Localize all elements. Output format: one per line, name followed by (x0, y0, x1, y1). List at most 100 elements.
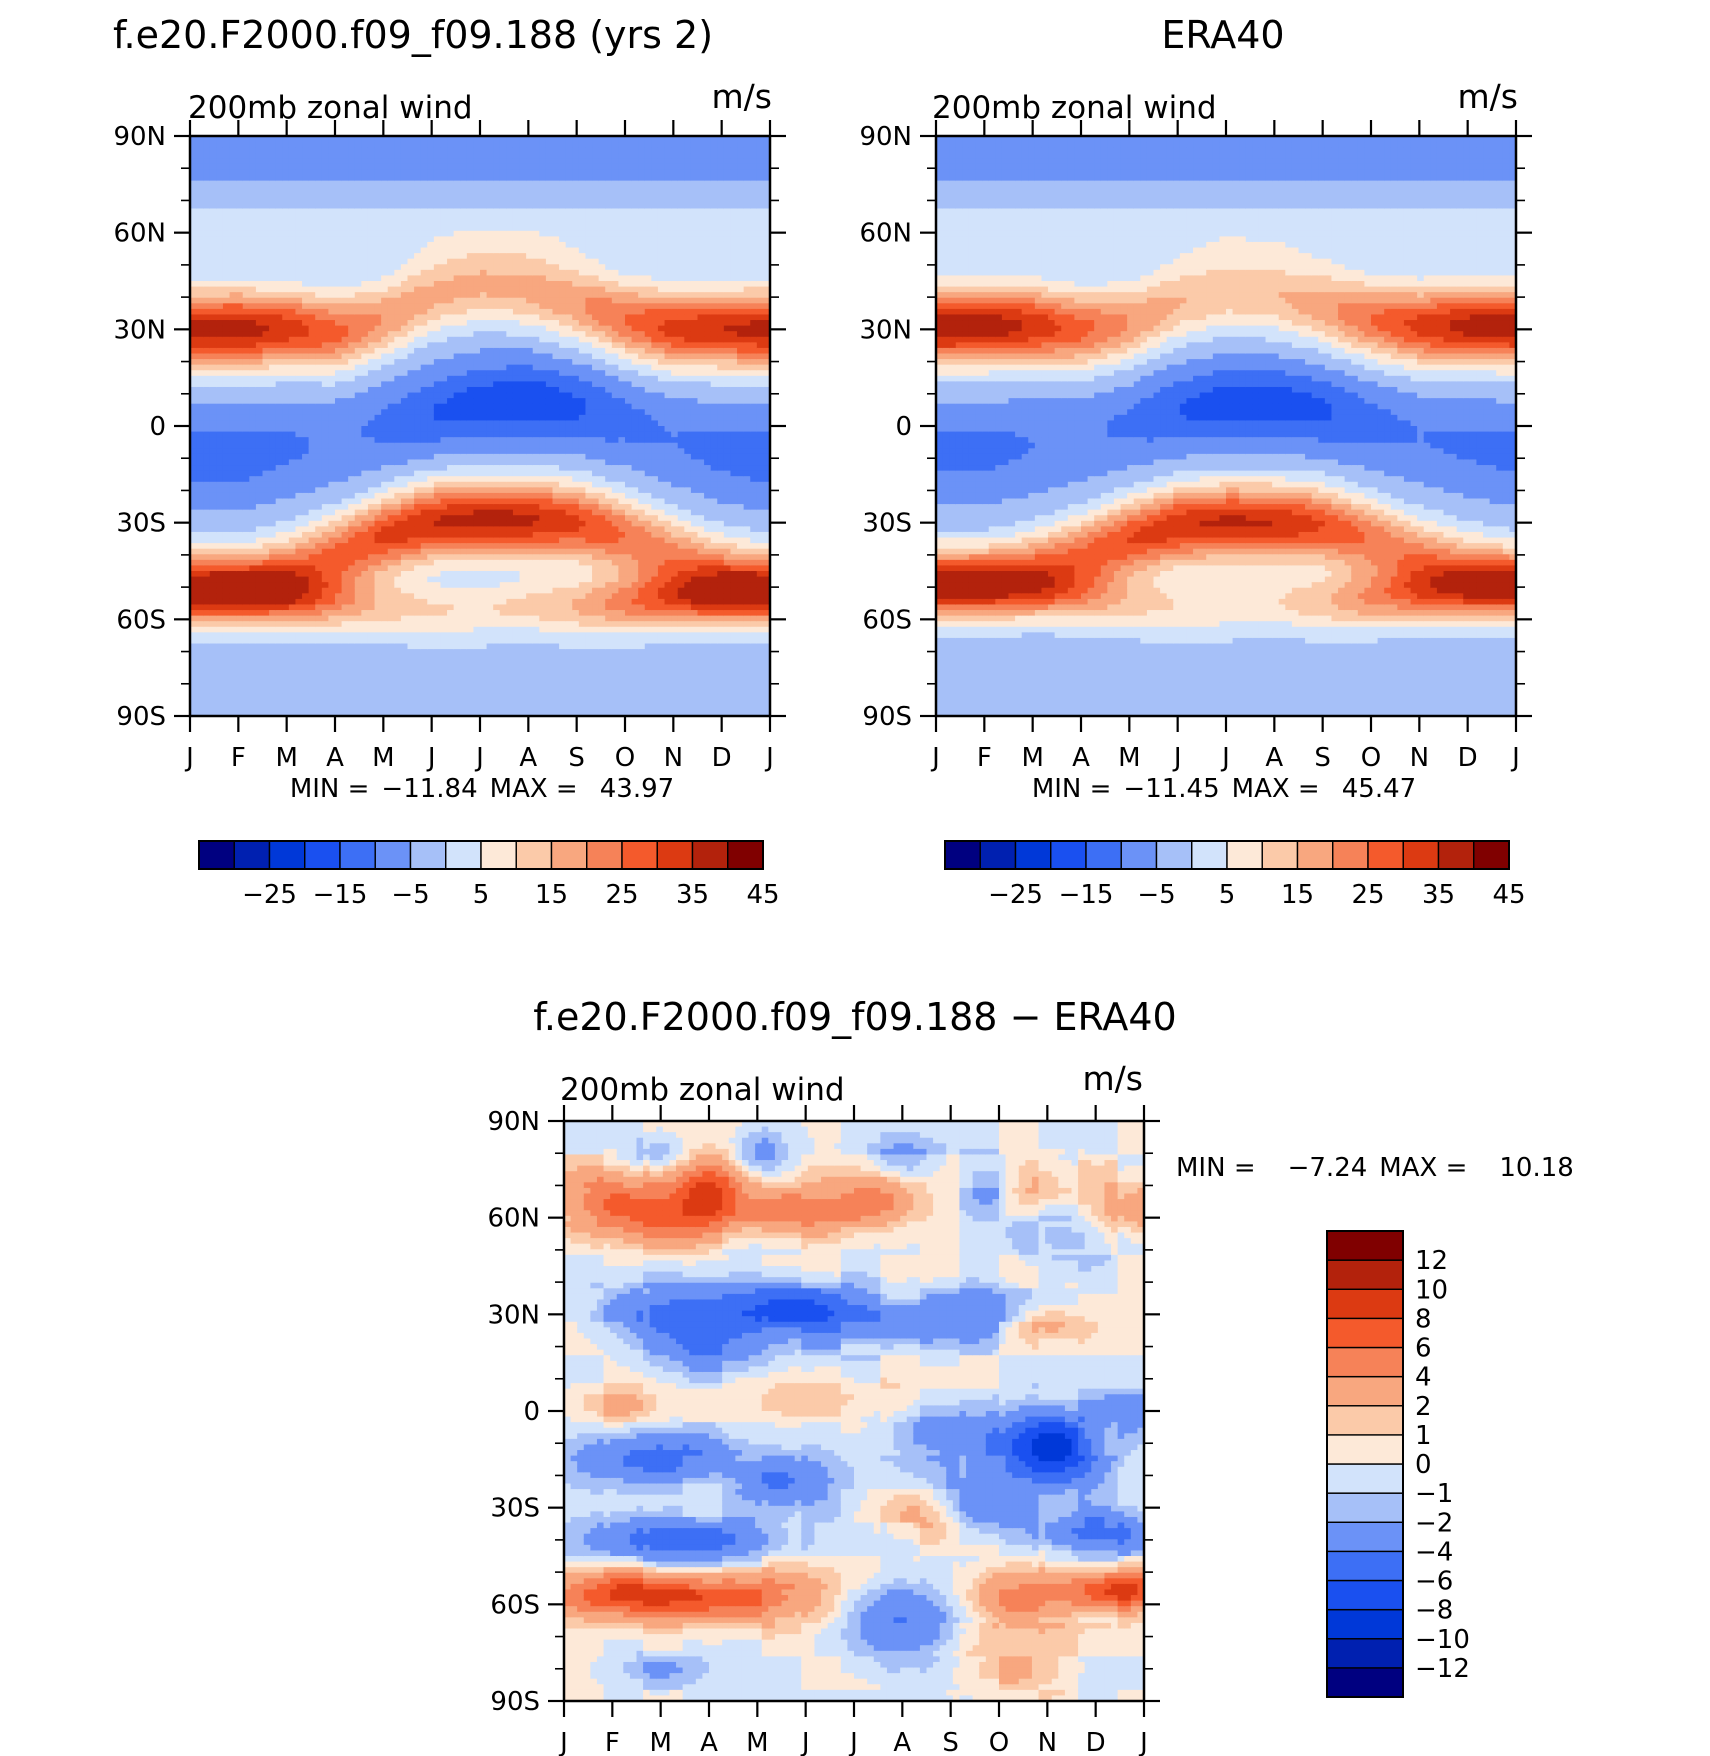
contour-cell (355, 677, 362, 683)
contour-cell (421, 242, 428, 248)
contour-cell (454, 287, 461, 293)
contour-cell (381, 588, 388, 594)
contour-cell (460, 387, 467, 393)
contour-cell (276, 342, 283, 348)
contour-cell (368, 538, 375, 544)
contour-cell (440, 560, 447, 566)
contour-cell (328, 510, 335, 516)
contour-cell (500, 381, 507, 387)
contour-cell (500, 365, 507, 371)
contour-cell (263, 599, 270, 605)
contour-cell (223, 292, 230, 298)
contour-cell (236, 164, 243, 170)
contour-cell (493, 275, 500, 281)
contour-cell (414, 699, 421, 705)
contour-cell (210, 437, 217, 443)
contour-cell (276, 565, 283, 571)
contour-cell (289, 287, 296, 293)
contour-cell (263, 660, 270, 666)
contour-cell (375, 248, 382, 254)
contour-cell (460, 342, 467, 348)
contour-cell (315, 236, 322, 242)
contour-cell (335, 298, 342, 304)
contour-cell (256, 314, 263, 320)
contour-cell (421, 270, 428, 276)
contour-cell (381, 203, 388, 209)
contour-cell (368, 275, 375, 281)
contour-cell (460, 142, 467, 148)
contour-cell (322, 510, 329, 516)
contour-cell (408, 370, 415, 376)
contour-cell (309, 248, 316, 254)
contour-cell (454, 275, 461, 281)
contour-cell (216, 677, 223, 683)
contour-cell (328, 499, 335, 505)
contour-cell (440, 655, 447, 661)
contour-cell (328, 354, 335, 360)
contour-cell (421, 526, 428, 532)
contour-cell (375, 616, 382, 622)
contour-cell (355, 309, 362, 315)
contour-cell (487, 649, 494, 655)
contour-cell (500, 694, 507, 700)
contour-cell (263, 203, 270, 209)
contour-cell (401, 231, 408, 237)
contour-cell (276, 588, 283, 594)
contour-cell (342, 314, 349, 320)
contour-cell (295, 158, 302, 164)
contour-cell (368, 298, 375, 304)
contour-cell (216, 660, 223, 666)
contour-cell (368, 398, 375, 404)
contour-cell (256, 471, 263, 477)
contour-cell (493, 604, 500, 610)
contour-cell (454, 671, 461, 677)
contour-cell (375, 186, 382, 192)
contour-cell (348, 644, 355, 650)
contour-cell (210, 192, 217, 198)
contour-cell (269, 320, 276, 326)
contour-cell (322, 164, 329, 170)
contour-cell (427, 499, 434, 505)
contour-cell (408, 627, 415, 633)
contour-cell (282, 370, 289, 376)
contour-cell (216, 275, 223, 281)
contour-cell (375, 242, 382, 248)
contour-cell (355, 588, 362, 594)
contour-cell (500, 314, 507, 320)
contour-cell (249, 158, 256, 164)
contour-cell (500, 521, 507, 527)
contour-cell (236, 638, 243, 644)
contour-cell (295, 248, 302, 254)
contour-cell (269, 303, 276, 309)
contour-cell (421, 354, 428, 360)
contour-cell (467, 197, 474, 203)
contour-cell (348, 387, 355, 393)
contour-cell (197, 465, 204, 471)
contour-cell (434, 549, 441, 555)
contour-cell (256, 420, 263, 426)
contour-cell (401, 560, 408, 566)
contour-cell (243, 604, 250, 610)
contour-cell (480, 331, 487, 337)
contour-cell (263, 259, 270, 265)
contour-cell (302, 521, 309, 527)
contour-cell (440, 253, 447, 259)
contour-cell (216, 510, 223, 516)
contour-cell (236, 248, 243, 254)
contour-cell (473, 275, 480, 281)
contour-cell (216, 627, 223, 633)
contour-cell (243, 197, 250, 203)
contour-cell (500, 671, 507, 677)
contour-cell (230, 604, 237, 610)
contour-cell (355, 354, 362, 360)
contour-cell (302, 599, 309, 605)
contour-cell (414, 354, 421, 360)
contour-cell (335, 192, 342, 198)
contour-cell (230, 465, 237, 471)
contour-cell (401, 593, 408, 599)
contour-cell (249, 348, 256, 354)
contour-cell (210, 259, 217, 265)
contour-cell (493, 248, 500, 254)
contour-cell (269, 588, 276, 594)
contour-cell (394, 253, 401, 259)
